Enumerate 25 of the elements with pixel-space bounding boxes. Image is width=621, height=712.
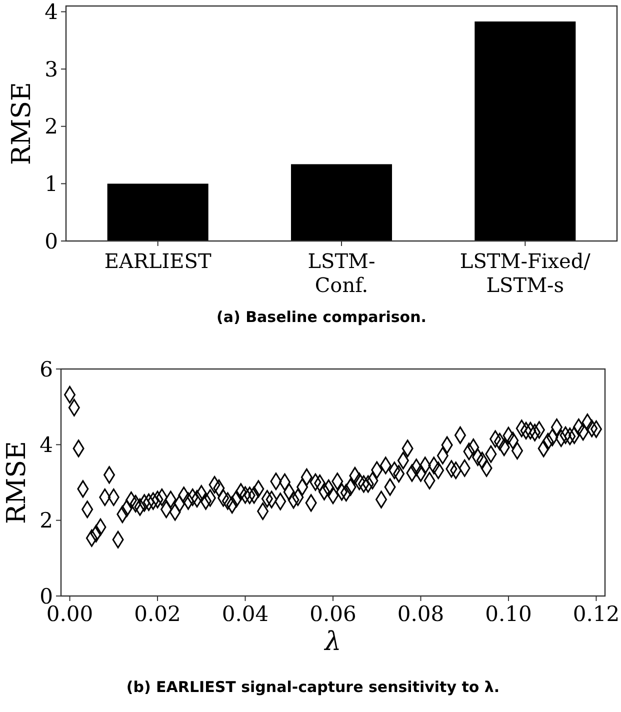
x-tick-label: EARLIEST xyxy=(104,249,212,273)
y-tick-label: 1 xyxy=(44,172,58,196)
bar xyxy=(290,164,392,241)
y-tick-label: 6 xyxy=(40,357,53,382)
text: (b) EARLIEST signal-capture sensitivity to λ. xyxy=(126,678,500,696)
x-tick-label: 0.10 xyxy=(485,602,532,626)
x-tick-label: 0.02 xyxy=(134,602,181,626)
bar xyxy=(474,21,576,241)
y-tick-label: 4 xyxy=(40,433,53,458)
x-tick-label: LSTM- Conf. xyxy=(308,249,376,297)
text: (a) Baseline comparison. xyxy=(216,308,426,326)
y-axis-title: RMSE xyxy=(7,82,37,165)
y-tick-label: 2 xyxy=(40,508,53,533)
y-tick-label: 0 xyxy=(44,229,58,254)
bar xyxy=(107,184,208,241)
y-tick-label: 4 xyxy=(44,0,58,24)
y-tick-label: 3 xyxy=(44,57,58,82)
x-tick-label: 0.04 xyxy=(222,602,269,626)
y-axis-title: RMSE xyxy=(2,441,32,524)
y-tick-label: 2 xyxy=(44,114,58,139)
x-tick-label: 0.06 xyxy=(310,602,356,626)
x-tick-label: 0.08 xyxy=(397,602,444,626)
x-tick-label: LSTM-Fixed/ LSTM-s xyxy=(460,249,591,297)
x-tick-label: 0.12 xyxy=(572,602,620,626)
x-axis-title: λ xyxy=(324,627,342,657)
